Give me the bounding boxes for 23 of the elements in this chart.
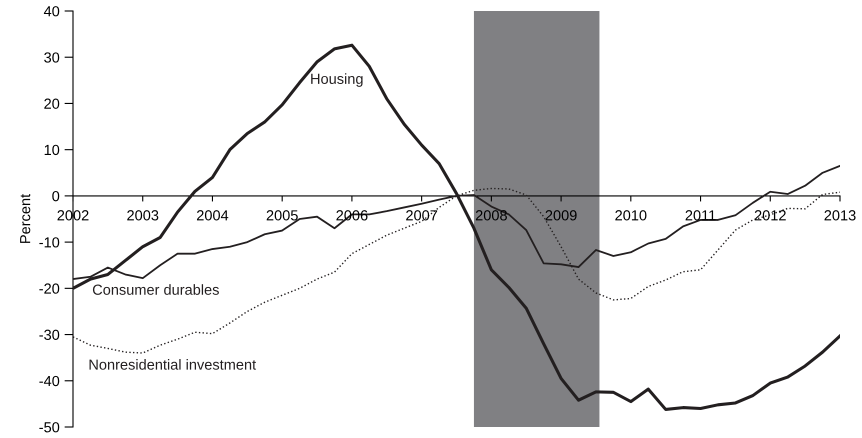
series-label: Housing	[311, 73, 363, 87]
y-tick-label: 30	[44, 52, 60, 63]
y-tick-label: -20	[39, 283, 60, 294]
x-tick-label: 2009	[546, 210, 577, 220]
y-tick-label: 20	[44, 98, 60, 109]
x-tick-label: 2003	[127, 210, 158, 220]
series-label: Consumer durables	[92, 284, 219, 295]
series-label: Nonresidential investment	[90, 359, 256, 370]
y-tick-label: -30	[39, 330, 60, 340]
y-tick-label: -10	[39, 237, 60, 248]
x-tick-label: 2007	[406, 210, 438, 220]
x-tick-label: 2005	[266, 210, 298, 220]
y-tick-label: 40	[44, 6, 60, 16]
x-tick-label: 2013	[824, 210, 856, 220]
y-tick-label: -40	[39, 376, 60, 386]
y-tick-label: -50	[39, 422, 60, 432]
x-tick-label: 2004	[196, 210, 228, 220]
x-tick-label: 2011	[686, 210, 716, 220]
y-axis-title: Percent	[20, 194, 30, 243]
y-tick-label: 10	[44, 144, 60, 156]
x-tick-label: 2008	[476, 210, 507, 220]
x-tick-label: 2010	[615, 210, 646, 220]
y-tick-label: 0	[52, 190, 60, 202]
